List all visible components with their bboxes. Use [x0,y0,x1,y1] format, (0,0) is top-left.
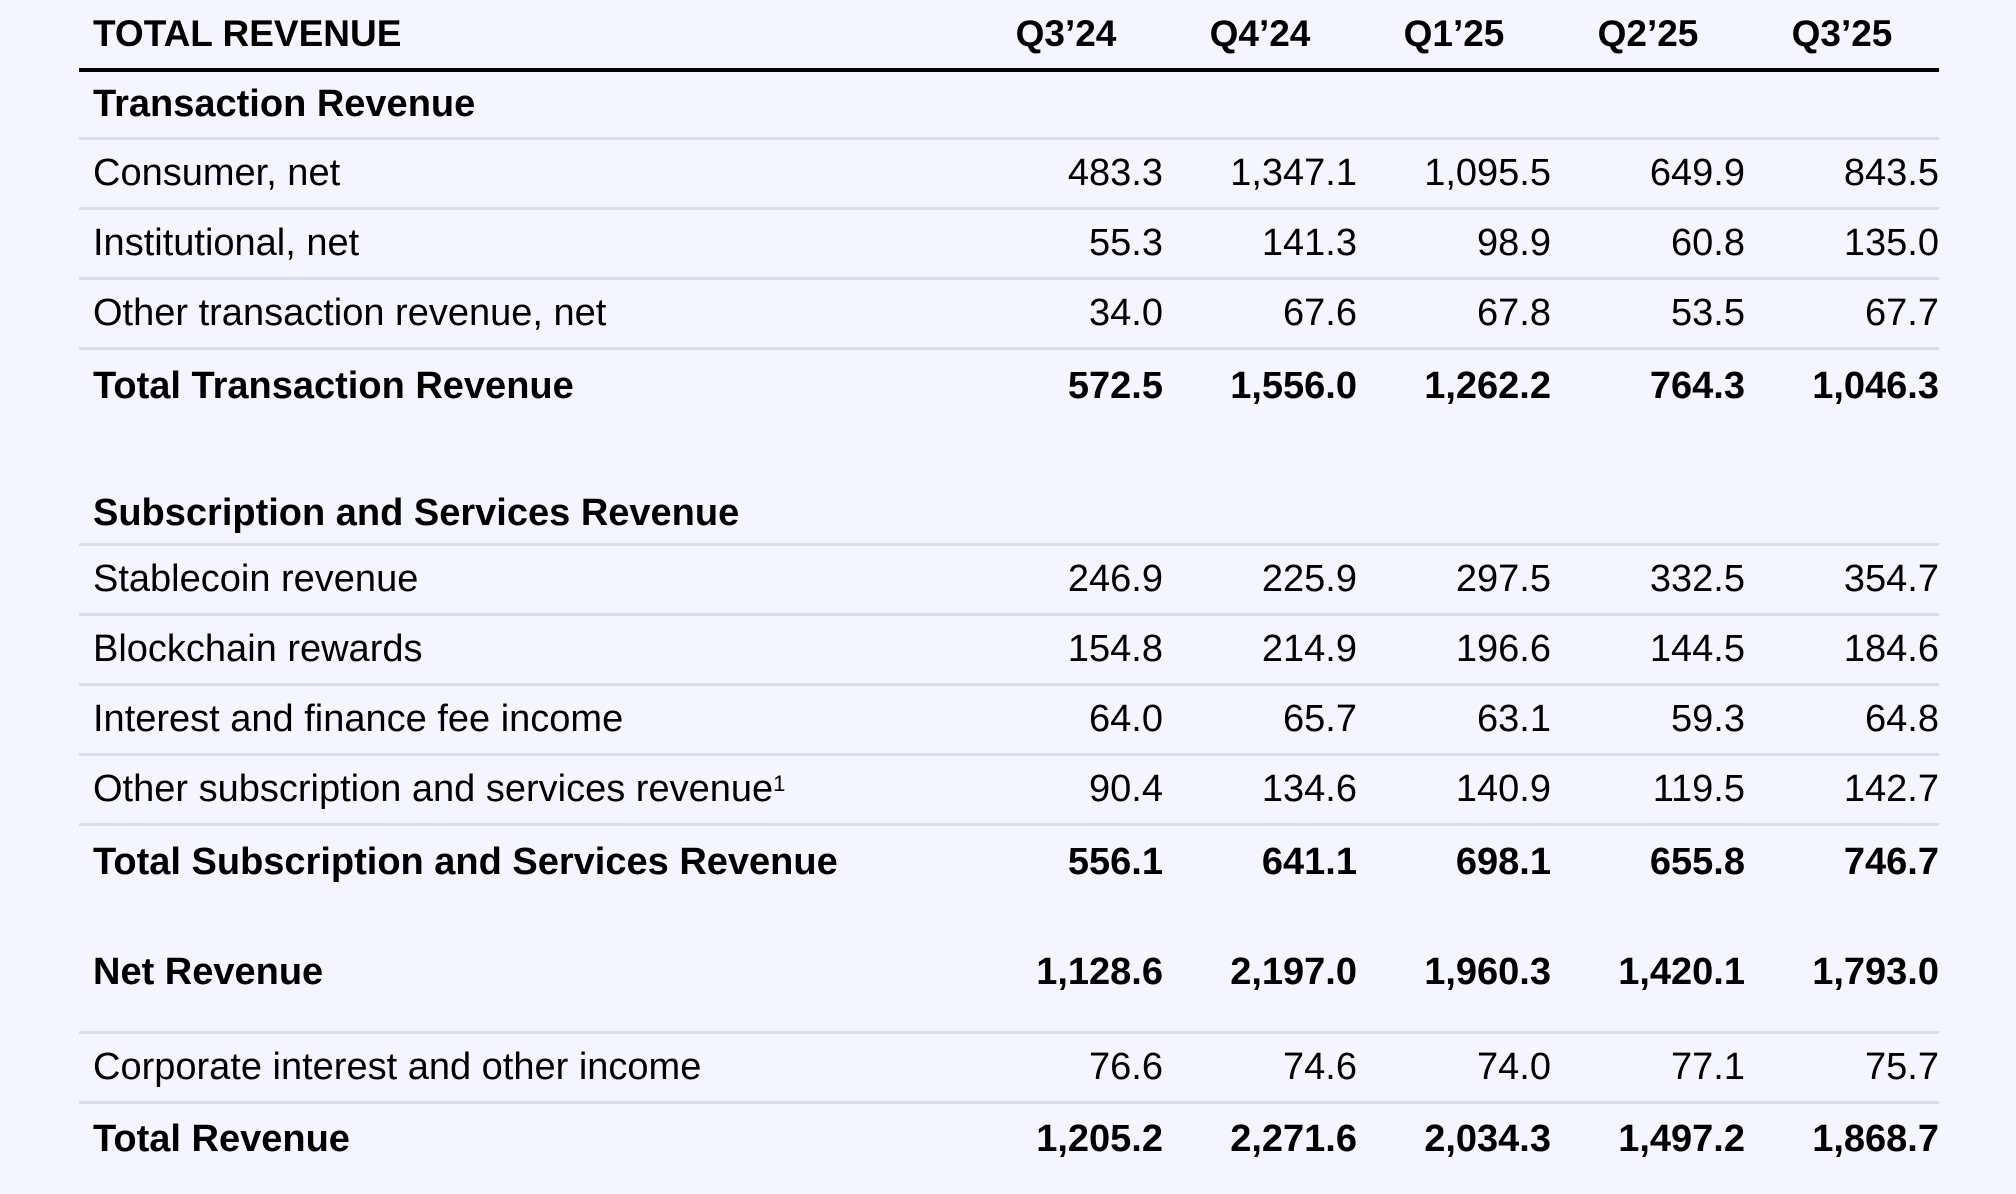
cell-value: 2,034.3 [1424,1117,1551,1160]
row-label: Total Revenue [93,1117,350,1160]
net-revenue-row: Net Revenue 1,128.6 2,197.0 1,960.3 1,42… [79,940,1939,1034]
total-row: Total Subscription and Services Revenue … [79,826,1939,898]
table-row: Corporate interest and other income 76.6… [79,1034,1939,1104]
cell-value: 98.9 [1477,222,1551,264]
cell-value: 65.7 [1283,698,1357,740]
section-heading: Transaction Revenue [93,83,476,125]
cell-value: 119.5 [1652,768,1745,810]
cell-value: 649.9 [1649,152,1745,194]
table-row: Other subscription and services revenue 1… [79,756,1939,826]
cell-value: 1,262.2 [1424,364,1551,407]
section-heading-row: Transaction Revenue [79,72,1939,140]
cell-value: 1,420.1 [1618,951,1745,993]
cell-value: 34.0 [1089,292,1163,334]
cell-value: 75.7 [1865,1046,1939,1088]
cell-value: 655.8 [1649,840,1745,883]
row-label: Corporate interest and other income [93,1046,702,1088]
cell-value: 67.7 [1865,292,1939,334]
cell-value: 225.9 [1261,558,1357,600]
cell-value: 246.9 [1067,558,1163,600]
cell-value: 63.1 [1477,698,1551,740]
cell-value: 90.4 [1089,768,1163,810]
row-label: Consumer, net [93,152,341,194]
cell-value: 843.5 [1843,152,1939,194]
cell-value: 1,347.1 [1230,152,1357,194]
row-label-text: Other subscription and services revenue [93,768,774,810]
cell-value: 1,793.0 [1812,951,1939,993]
row-label: Interest and finance fee income [93,698,624,740]
cell-value: 1,095.5 [1424,152,1551,194]
row-label: Total Subscription and Services Revenue [93,840,838,883]
cell-value: 76.6 [1089,1046,1163,1088]
cell-value: 1,556.0 [1230,364,1357,407]
table-row: Other transaction revenue, net 34.0 67.6… [79,280,1939,350]
total-revenue-row: Total Revenue 1,205.2 2,271.6 2,034.3 1,… [79,1104,1939,1174]
cell-value: 2,271.6 [1230,1117,1357,1160]
cell-value: 332.5 [1649,558,1745,600]
cell-value: 142.7 [1843,768,1939,810]
cell-value: 196.6 [1455,628,1551,670]
cell-value: 74.0 [1477,1046,1551,1088]
cell-value: 214.9 [1261,628,1357,670]
row-label: Total Transaction Revenue [93,364,574,407]
table-row: Institutional, net 55.3 141.3 98.9 60.8 … [79,210,1939,280]
cell-value: 184.6 [1843,628,1939,670]
cell-value: 746.7 [1843,840,1939,883]
table-title: TOTAL REVENUE [93,13,402,54]
section-heading: Subscription and Services Revenue [93,492,740,534]
cell-value: 64.0 [1089,698,1163,740]
cell-value: 698.1 [1455,840,1551,883]
period-header: Q3’25 [1791,13,1893,54]
table-row: Blockchain rewards 154.8 214.9 196.6 144… [79,616,1939,686]
cell-value: 572.5 [1067,364,1163,407]
cell-value: 556.1 [1067,840,1163,883]
cell-value: 1,868.7 [1812,1117,1939,1160]
total-row: Total Transaction Revenue 572.5 1,556.0 … [79,350,1939,422]
cell-value: 483.3 [1067,152,1163,194]
cell-value: 134.6 [1261,768,1357,810]
cell-value: 77.1 [1671,1046,1745,1088]
cell-value: 59.3 [1671,698,1745,740]
period-header: Q3’24 [1015,13,1117,54]
cell-value: 154.8 [1067,628,1163,670]
cell-value: 53.5 [1671,292,1745,334]
cell-value: 64.8 [1865,698,1939,740]
table-row: Stablecoin revenue 246.9 225.9 297.5 332… [79,546,1939,616]
table-header: TOTAL REVENUE Q3’24 Q4’24 Q1’25 Q2’25 Q3… [79,0,1939,72]
cell-value: 764.3 [1649,364,1745,407]
cell-value: 297.5 [1455,558,1551,600]
table-row: Consumer, net 483.3 1,347.1 1,095.5 649.… [79,140,1939,210]
period-header: Q1’25 [1403,13,1505,54]
cell-value: 2,197.0 [1230,951,1357,993]
row-label: Other subscription and services revenue 1 [93,768,786,810]
cell-value: 641.1 [1261,840,1357,883]
row-label: Blockchain rewards [93,628,423,670]
cell-value: 74.6 [1283,1046,1357,1088]
cell-value: 144.5 [1649,628,1745,670]
cell-value: 354.7 [1843,558,1939,600]
row-label: Other transaction revenue, net [93,292,607,334]
spacer [79,898,1939,940]
cell-value: 60.8 [1671,222,1745,264]
cell-value: 55.3 [1089,222,1163,264]
row-label: Net Revenue [93,951,324,993]
cell-value: 141.3 [1261,222,1357,264]
period-header: Q2’25 [1597,13,1699,54]
cell-value: 1,128.6 [1036,951,1163,993]
spacer [79,422,1939,462]
section-heading-row: Subscription and Services Revenue [79,462,1939,546]
cell-value: 67.6 [1283,292,1357,334]
period-header: Q4’24 [1209,13,1311,54]
cell-value: 140.9 [1455,768,1551,810]
cell-value: 67.8 [1477,292,1551,334]
cell-value: 1,960.3 [1424,951,1551,993]
cell-value: 1,046.3 [1812,364,1939,407]
revenue-table: TOTAL REVENUE Q3’24 Q4’24 Q1’25 Q2’25 Q3… [79,0,1939,1174]
row-label: Stablecoin revenue [93,558,419,600]
cell-value: 1,497.2 [1618,1117,1745,1160]
row-label: Institutional, net [93,222,360,264]
table-row: Interest and finance fee income 64.0 65.… [79,686,1939,756]
cell-value: 1,205.2 [1036,1117,1163,1160]
cell-value: 135.0 [1843,222,1939,264]
